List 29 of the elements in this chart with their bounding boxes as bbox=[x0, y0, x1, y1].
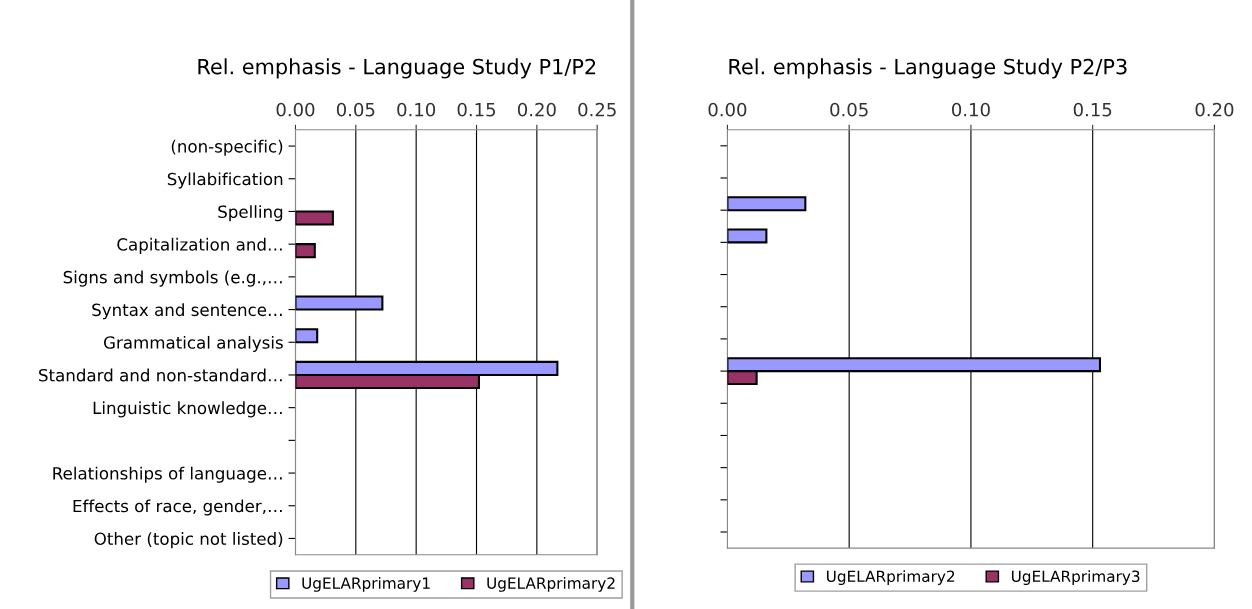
y-tick-label: Other (topic not listed) bbox=[94, 532, 283, 549]
y-tick-label: Signs and symbols (e.g.,… bbox=[63, 270, 282, 287]
y-tick-label: Syntax and sentence… bbox=[92, 303, 282, 320]
x-tick-label: 0.05 bbox=[830, 102, 868, 117]
legend-label: UgELARprimary3 bbox=[1011, 570, 1140, 585]
legend-label: UgELARprimary1 bbox=[302, 577, 430, 592]
y-tick-label: Grammatical analysis bbox=[103, 335, 283, 353]
x-tick-label: 0.05 bbox=[336, 102, 375, 117]
y-tick-label: Effects of race, gender,… bbox=[73, 499, 282, 516]
chart-title: Rel. emphasis - Language Study P2/P3 bbox=[729, 58, 1127, 79]
y-tick-label: Syllabification bbox=[167, 172, 283, 189]
x-tick-label: 0.10 bbox=[952, 102, 990, 117]
x-tick-label: 0.10 bbox=[397, 102, 436, 117]
y-tick-label: Spelling bbox=[218, 205, 283, 222]
y-tick-label: (non-specific) bbox=[171, 139, 283, 156]
legend-label: UgELARprimary2 bbox=[827, 570, 955, 585]
x-tick-label: 0.20 bbox=[517, 102, 556, 117]
x-tick-label: 0.25 bbox=[578, 102, 616, 117]
x-tick-label: 0.00 bbox=[708, 102, 747, 117]
y-tick-label: Capitalization and… bbox=[117, 237, 282, 254]
chart-title: Rel. emphasis - Language Study P1/P2 bbox=[198, 58, 596, 79]
y-tick-label: Relationships of language… bbox=[53, 466, 282, 483]
x-tick-label: 0.15 bbox=[1073, 102, 1112, 117]
x-tick-label: 0.00 bbox=[276, 102, 315, 117]
legend-label: UgELARprimary2 bbox=[487, 577, 615, 592]
x-tick-label: 0.15 bbox=[457, 102, 496, 117]
y-tick-label: Linguistic knowledge… bbox=[93, 401, 282, 418]
y-tick-label: Standard and non-standard… bbox=[39, 368, 282, 382]
x-tick-label: 0.20 bbox=[1195, 102, 1234, 117]
